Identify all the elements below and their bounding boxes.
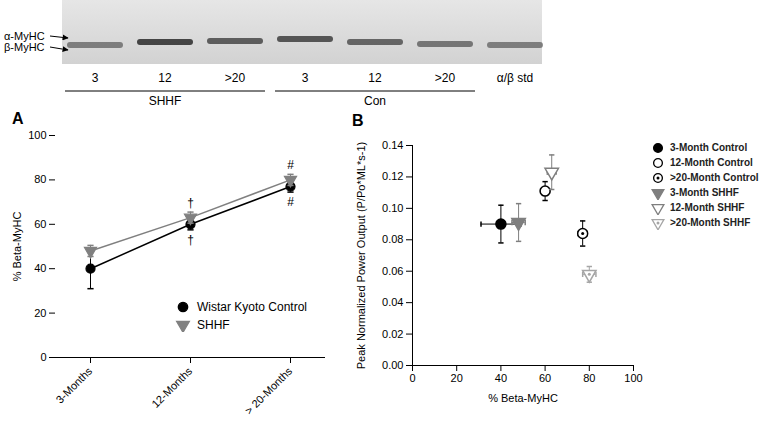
svg-text:0.04: 0.04	[382, 296, 403, 308]
html-text:Wistar Kyoto Control: Wistar Kyoto Control	[197, 300, 307, 314]
svg-text:#: #	[287, 195, 294, 209]
svg-text:Con: Con	[364, 94, 386, 108]
svg-text:80: 80	[34, 173, 46, 185]
svg-text:12-Months: 12-Months	[149, 364, 195, 410]
svg-text:>20: >20	[225, 71, 246, 85]
svg-text:3: 3	[302, 71, 309, 85]
svg-text:100: 100	[28, 129, 46, 141]
html-text:3-Month SHHF: 3-Month SHHF	[670, 187, 739, 198]
html-text:A: A	[12, 110, 24, 127]
html-text:>20-Month Control: >20-Month Control	[670, 172, 759, 183]
svg-text:60: 60	[539, 372, 551, 384]
svg-text:> 20-Months: > 20-Months	[242, 364, 294, 416]
svg-text:†: †	[187, 196, 194, 210]
svg-text:#: #	[287, 158, 294, 172]
svg-text:0.14: 0.14	[382, 139, 403, 151]
html-text:B: B	[352, 112, 364, 129]
svg-text:0.12: 0.12	[382, 170, 403, 182]
svg-text:Peak Normalized Power Output (: Peak Normalized Power Output (P/Po*ML*s-…	[355, 142, 367, 369]
svg-text:100: 100	[624, 372, 642, 384]
html-text:SHHF: SHHF	[197, 318, 230, 332]
svg-text:α/β std: α/β std	[497, 71, 534, 85]
svg-text:40: 40	[34, 262, 46, 274]
svg-text:0.06: 0.06	[382, 265, 403, 277]
svg-text:0: 0	[40, 351, 46, 363]
svg-text:20: 20	[34, 307, 46, 319]
svg-text:% Beta-MyHC: % Beta-MyHC	[11, 212, 23, 282]
html-text:3-Month Control: 3-Month Control	[670, 142, 748, 153]
svg-text:>20: >20	[435, 71, 456, 85]
svg-text:0: 0	[409, 372, 415, 384]
svg-text:3: 3	[92, 71, 99, 85]
svg-text:3-Months: 3-Months	[53, 364, 94, 405]
svg-text:β-MyHC: β-MyHC	[4, 41, 45, 53]
svg-text:80: 80	[583, 372, 595, 384]
html-text:12-Month SHHF: 12-Month SHHF	[670, 202, 745, 213]
svg-text:20: 20	[451, 372, 463, 384]
svg-text:0.00: 0.00	[382, 359, 403, 371]
svg-text:60: 60	[34, 218, 46, 230]
svg-text:0.02: 0.02	[382, 328, 403, 340]
svg-text:12: 12	[158, 71, 172, 85]
svg-text:12: 12	[368, 71, 382, 85]
svg-text:SHHF: SHHF	[149, 94, 182, 108]
svg-text:40: 40	[495, 372, 507, 384]
svg-text:0.08: 0.08	[382, 233, 403, 245]
svg-text:†: †	[187, 233, 194, 247]
svg-text:α-MyHC: α-MyHC	[4, 30, 45, 42]
html-text:>20-Month SHHF: >20-Month SHHF	[670, 217, 751, 228]
svg-text:0.10: 0.10	[382, 202, 403, 214]
html-text:12-Month Control: 12-Month Control	[670, 157, 753, 168]
svg-text:% Beta-MyHC: % Beta-MyHC	[488, 392, 558, 404]
